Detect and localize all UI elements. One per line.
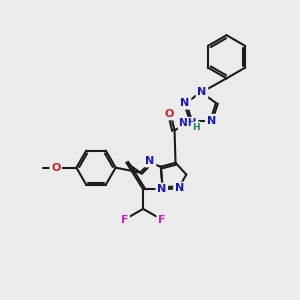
Text: N: N <box>175 183 184 193</box>
Text: F: F <box>121 215 128 225</box>
Text: F: F <box>158 215 166 225</box>
Text: O: O <box>51 163 61 173</box>
Text: N: N <box>146 156 154 166</box>
Text: O: O <box>165 109 174 119</box>
Text: H: H <box>192 123 200 132</box>
Text: NH: NH <box>179 118 197 128</box>
Text: N: N <box>157 184 167 194</box>
Text: N: N <box>197 87 207 97</box>
Text: N: N <box>207 116 216 125</box>
Text: N: N <box>181 98 190 108</box>
